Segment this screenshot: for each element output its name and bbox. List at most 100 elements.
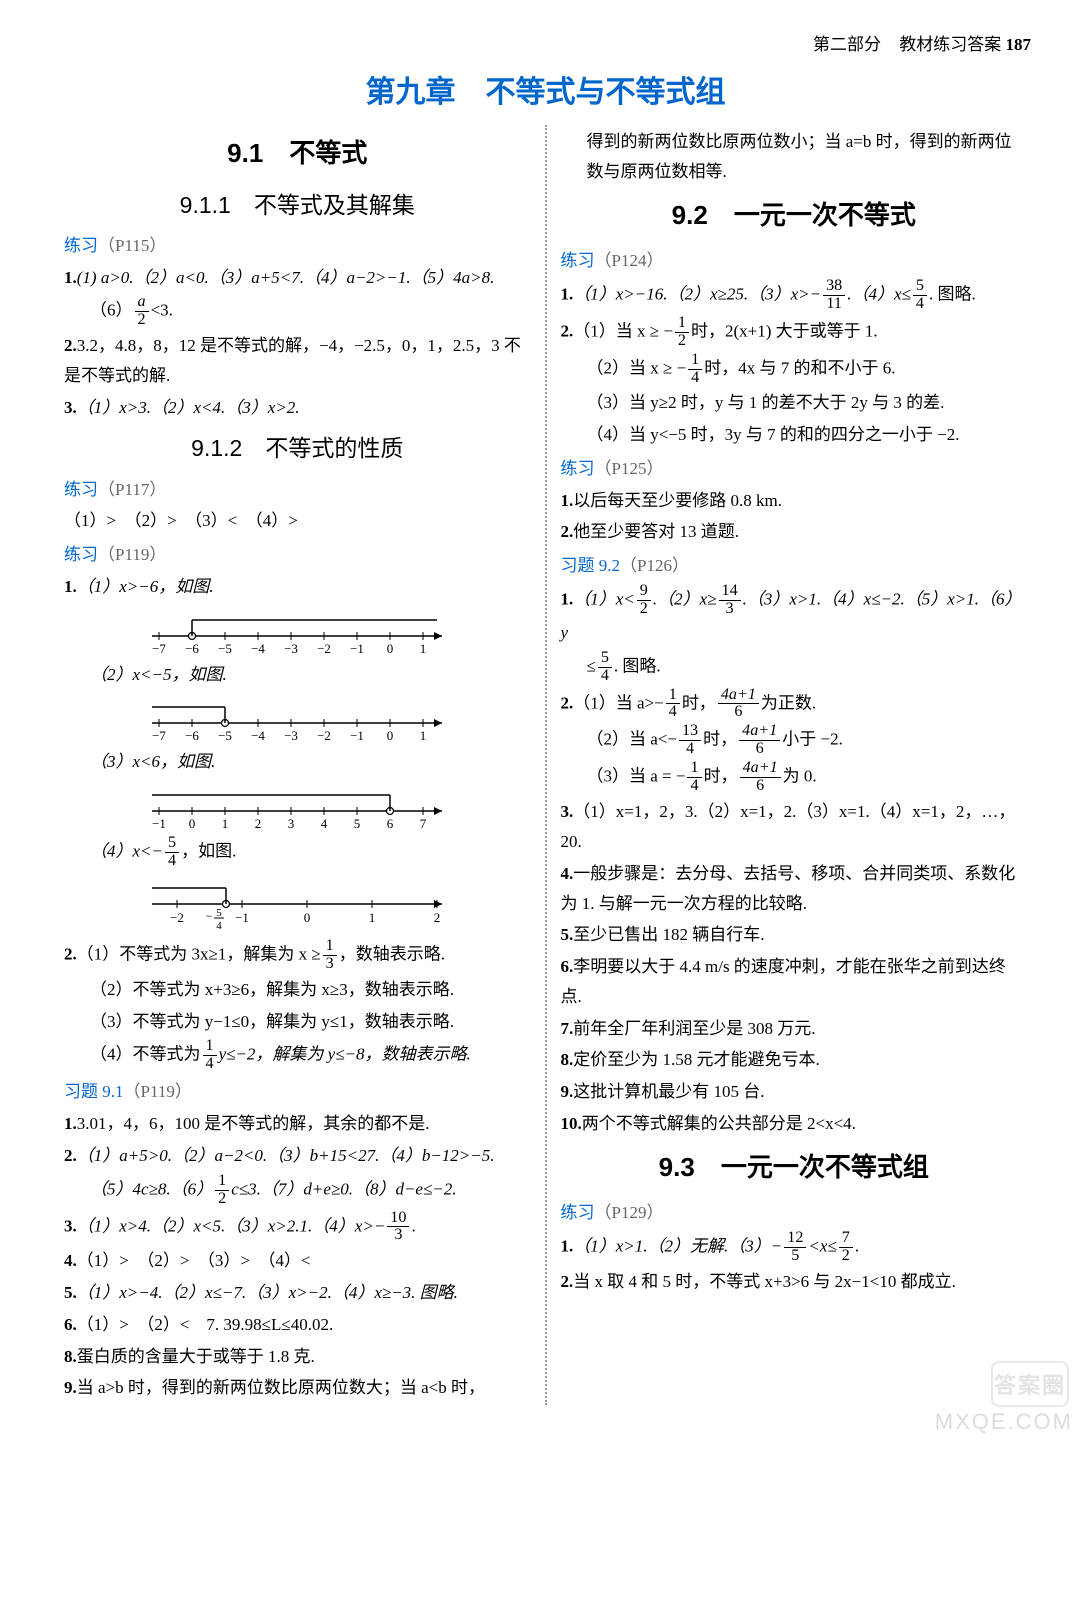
svg-text:−7: −7 bbox=[152, 728, 166, 743]
q-text: （1）x>−4.（2）x≤−7.（3）x>−2.（4）x≥−3. 图略. bbox=[77, 1283, 458, 1302]
q-num: 9. bbox=[64, 1378, 77, 1397]
svg-text:0: 0 bbox=[387, 728, 394, 743]
q-text: （2）x<−5，如图. bbox=[90, 665, 227, 684]
q-text: （2）当 a<− bbox=[587, 730, 677, 749]
svg-text:3: 3 bbox=[288, 816, 295, 831]
q-num: 2. bbox=[64, 1146, 77, 1165]
q-num: 1. bbox=[561, 589, 574, 608]
q-text: . bbox=[855, 1236, 859, 1255]
svg-text:−7: −7 bbox=[152, 641, 166, 656]
svg-text:−3: −3 bbox=[284, 641, 298, 656]
section-9-2-title: 9.2 一元一次不等式 bbox=[561, 193, 1028, 239]
q-text: <3. bbox=[151, 301, 173, 320]
practice-label: 习题 9.1 bbox=[64, 1082, 124, 1101]
q-num: 9. bbox=[561, 1082, 574, 1101]
q-text: 以后每天至少要修路 0.8 km. bbox=[573, 491, 782, 510]
svg-text:−1: −1 bbox=[152, 816, 166, 831]
r2-p3: （3）当 y≥2 时，y 与 1 的差不大于 2y 与 3 的差. bbox=[561, 388, 1028, 418]
e2: 2.（1）a+5>0.（2）a−2<0.（3）b+15<27.（4）b−12>−… bbox=[64, 1141, 531, 1171]
q119-1-p3: （3）x<6，如图. bbox=[64, 747, 531, 777]
practice-ref: （P119） bbox=[98, 545, 166, 564]
svg-text:4: 4 bbox=[217, 920, 223, 932]
s1-l2: ≤54. 图略. bbox=[561, 650, 1028, 685]
svg-text:0: 0 bbox=[189, 816, 196, 831]
s8: 8.定价至少为 1.58 元才能避免亏本. bbox=[561, 1045, 1028, 1075]
q-num: 2. bbox=[64, 944, 77, 963]
watermark-badge: 答案圈 bbox=[991, 1361, 1069, 1407]
q-text: 定价至少为 1.58 元才能避免亏本. bbox=[573, 1050, 820, 1069]
e8: 8.蛋白质的含量大于或等于 1.8 克. bbox=[64, 1342, 531, 1372]
fraction: 4a+16 bbox=[740, 760, 781, 795]
fraction: 4a+16 bbox=[739, 723, 780, 758]
e3: 3.（1）x>4.（2）x<5.（3）x>2.1.（4）x>−103. bbox=[64, 1210, 531, 1245]
exercise-9-2: 习题 9.2（P126） bbox=[561, 551, 1028, 581]
q-num: 6. bbox=[64, 1315, 77, 1334]
q-text: .（2）x≥ bbox=[653, 589, 717, 608]
q-text: y≤−2，解集为 y≤−8，数轴表示略. bbox=[219, 1045, 471, 1064]
q-num: 8. bbox=[64, 1347, 77, 1366]
svg-text:−2: −2 bbox=[170, 910, 184, 925]
t1: 1.（1）x>1.（2）无解.（3）−125<x≤72. bbox=[561, 1230, 1028, 1265]
watermark-url: MXQE.COM bbox=[935, 1409, 1073, 1435]
svg-text:2: 2 bbox=[255, 816, 262, 831]
q1-p6: （6）a2<3. bbox=[64, 294, 531, 329]
chapter-title: 第九章 不等式与不等式组 bbox=[50, 67, 1041, 111]
svg-text:−3: −3 bbox=[284, 728, 298, 743]
s2: 2.（1）当 a>−14时，4a+16为正数. bbox=[561, 687, 1028, 722]
svg-text:−5: −5 bbox=[218, 728, 232, 743]
header-pagenum: 187 bbox=[1006, 35, 1032, 54]
q-text: （1）x>−6，如图. bbox=[77, 577, 214, 596]
q-text: 为正数. bbox=[761, 693, 816, 712]
q-text: 至少已售出 182 辆自行车. bbox=[573, 925, 764, 944]
svg-text:2: 2 bbox=[434, 910, 441, 925]
r125-2: 2.他至少要答对 13 道题. bbox=[561, 517, 1028, 547]
practice-ref: （P129） bbox=[595, 1203, 664, 1222]
svg-text:4: 4 bbox=[321, 816, 328, 831]
q-text: （2）不等式为 x+3≥6，解集为 x≥3，数轴表示略. bbox=[90, 980, 454, 999]
q-text: ，如图. bbox=[181, 842, 236, 861]
e1: 1.3.01，4，6，100 是不等式的解，其余的都不是. bbox=[64, 1109, 531, 1139]
q-num: 2. bbox=[561, 522, 574, 541]
q-num: 7. bbox=[561, 1019, 574, 1038]
fraction: 14 bbox=[687, 760, 701, 795]
q119-2-p2: （2）不等式为 x+3≥6，解集为 x≥3，数轴表示略. bbox=[64, 975, 531, 1005]
q-num: 5. bbox=[64, 1283, 77, 1302]
fraction: 12 bbox=[675, 315, 689, 350]
fraction: 54 bbox=[913, 278, 927, 313]
svg-text:−1: −1 bbox=[235, 910, 249, 925]
q-text: （1）x< bbox=[573, 589, 635, 608]
subsection-9-1-2-title: 9.1.2 不等式的性质 bbox=[64, 428, 531, 468]
r125-1: 1.以后每天至少要修路 0.8 km. bbox=[561, 486, 1028, 516]
q-text: .（4）x≤ bbox=[847, 284, 911, 303]
left-column: 9.1 不等式 9.1.1 不等式及其解集 练习（P115） 1.(1) a>0… bbox=[50, 125, 547, 1405]
q-text: （1）x=1，2，3.（2）x=1，2.（3）x=1.（4）x=1，2，…，20… bbox=[561, 802, 1016, 851]
q-text: （1）x>3.（2）x<4.（3）x>2. bbox=[77, 398, 300, 417]
s7: 7.前年全厂年利润至少是 308 万元. bbox=[561, 1014, 1028, 1044]
e2-l2: （5）4c≥8.（6）12c≤3.（7）d+e≥0.（8）d−e≤−2. bbox=[64, 1173, 531, 1208]
svg-text:−1: −1 bbox=[350, 641, 364, 656]
q-text: （3）x<6，如图. bbox=[90, 752, 215, 771]
header-label: 教材练习答案 bbox=[899, 35, 1001, 54]
svg-text:1: 1 bbox=[222, 816, 229, 831]
q119-2-p4: （4）不等式为14y≤−2，解集为 y≤−8，数轴表示略. bbox=[64, 1038, 531, 1073]
q-num: 1. bbox=[64, 1114, 77, 1133]
q-text: （1）a+5>0.（2）a−2<0.（3）b+15<27.（4）b−12>−5. bbox=[77, 1146, 495, 1165]
practice-p119: 练习（P119） bbox=[64, 540, 531, 570]
q119-1: 1.（1）x>−6，如图. bbox=[64, 572, 531, 602]
svg-text:−6: −6 bbox=[185, 728, 199, 743]
q-text: 前年全厂年利润至少是 308 万元. bbox=[573, 1019, 815, 1038]
q-num: 2. bbox=[64, 336, 77, 355]
practice-p117: 练习（P117） bbox=[64, 475, 531, 505]
q-text: 两个不等式解集的公共部分是 2<x<4. bbox=[582, 1114, 856, 1133]
q-text: 时，2(x+1) 大于或等于 1. bbox=[691, 321, 878, 340]
numberline-2: −7−6−5−4−3−2−101 bbox=[137, 693, 457, 743]
svg-text:−1: −1 bbox=[350, 728, 364, 743]
svg-text:1: 1 bbox=[420, 641, 427, 656]
s6: 6.李明要以大于 4.4 m/s 的速度冲刺，才能在张华之前到达终点. bbox=[561, 952, 1028, 1012]
practice-label: 练习 bbox=[64, 236, 98, 255]
exercise-9-1: 习题 9.1（P119） bbox=[64, 1077, 531, 1107]
s5: 5.至少已售出 182 辆自行车. bbox=[561, 920, 1028, 950]
practice-label: 练习 bbox=[561, 1203, 595, 1222]
q-text: 3.01，4，6，100 是不等式的解，其余的都不是. bbox=[77, 1114, 430, 1133]
svg-text:−: − bbox=[206, 909, 213, 923]
